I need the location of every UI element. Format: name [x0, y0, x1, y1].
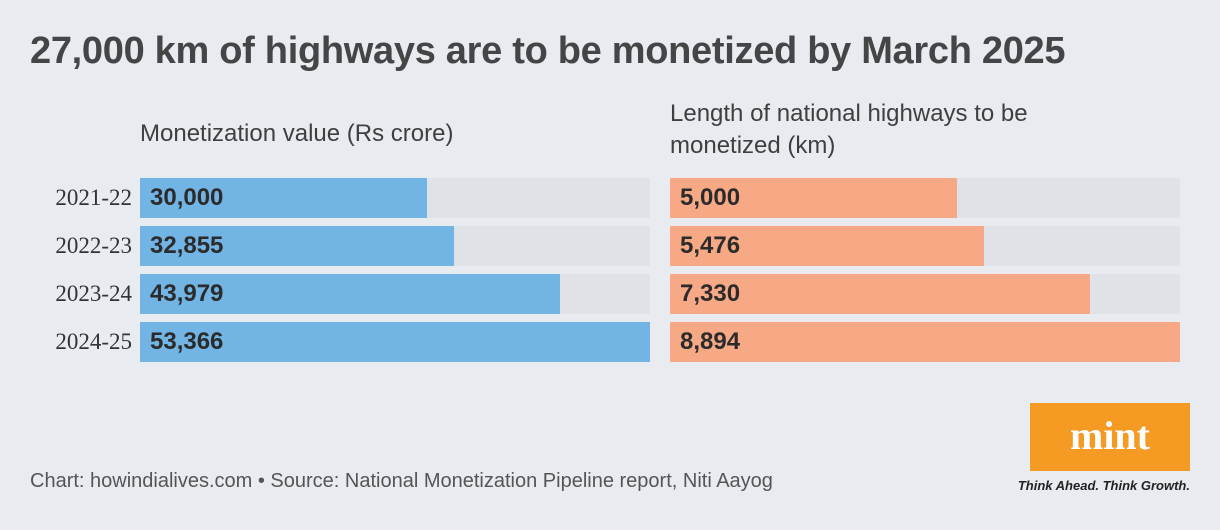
length-bar-track: 5,476: [670, 226, 1180, 266]
value-bar-track: 30,000: [140, 178, 650, 218]
value-bar-label: 30,000: [150, 184, 224, 211]
length-bar: [670, 226, 984, 266]
mint-logo: mint: [1030, 403, 1190, 471]
length-bar-label: 8,894: [680, 328, 741, 355]
value-panel-title: Monetization value (Rs crore): [140, 120, 454, 147]
length-bar-label: 5,476: [680, 232, 741, 259]
source-note: Chart: howindialives.com • Source: Natio…: [30, 470, 773, 492]
logo-tagline: Think Ahead. Think Growth.: [1017, 478, 1190, 493]
length-bar-track: 5,000: [670, 178, 1180, 218]
value-bar: [140, 178, 427, 218]
length-bar-track: 8,894: [670, 322, 1180, 362]
year-label: 2023-24: [55, 281, 132, 306]
length-bar: [670, 274, 1091, 314]
value-bar: [140, 226, 454, 266]
value-bar: [140, 322, 650, 362]
chart-title: 27,000 km of highways are to be monetize…: [30, 30, 1066, 72]
length-bar-track: 7,330: [670, 274, 1180, 314]
year-label: 2024-25: [55, 329, 132, 354]
length-bar-label: 7,330: [680, 280, 741, 307]
length-panel-title: Length of national highways to be moneti…: [670, 100, 1028, 159]
length-bar-label: 5,000: [680, 184, 741, 211]
value-bar: [140, 274, 561, 314]
year-label: 2021-22: [55, 185, 132, 210]
year-label: 2022-23: [55, 233, 132, 258]
value-bar-label: 32,855: [150, 232, 224, 259]
length-bar: [670, 178, 957, 218]
value-bar-track: 53,366: [140, 322, 650, 362]
value-bar-track: 43,979: [140, 274, 650, 314]
value-bar-track: 32,855: [140, 226, 650, 266]
value-bar-label: 43,979: [150, 280, 224, 307]
value-bar-label: 53,366: [150, 328, 224, 355]
length-bar: [670, 322, 1180, 362]
